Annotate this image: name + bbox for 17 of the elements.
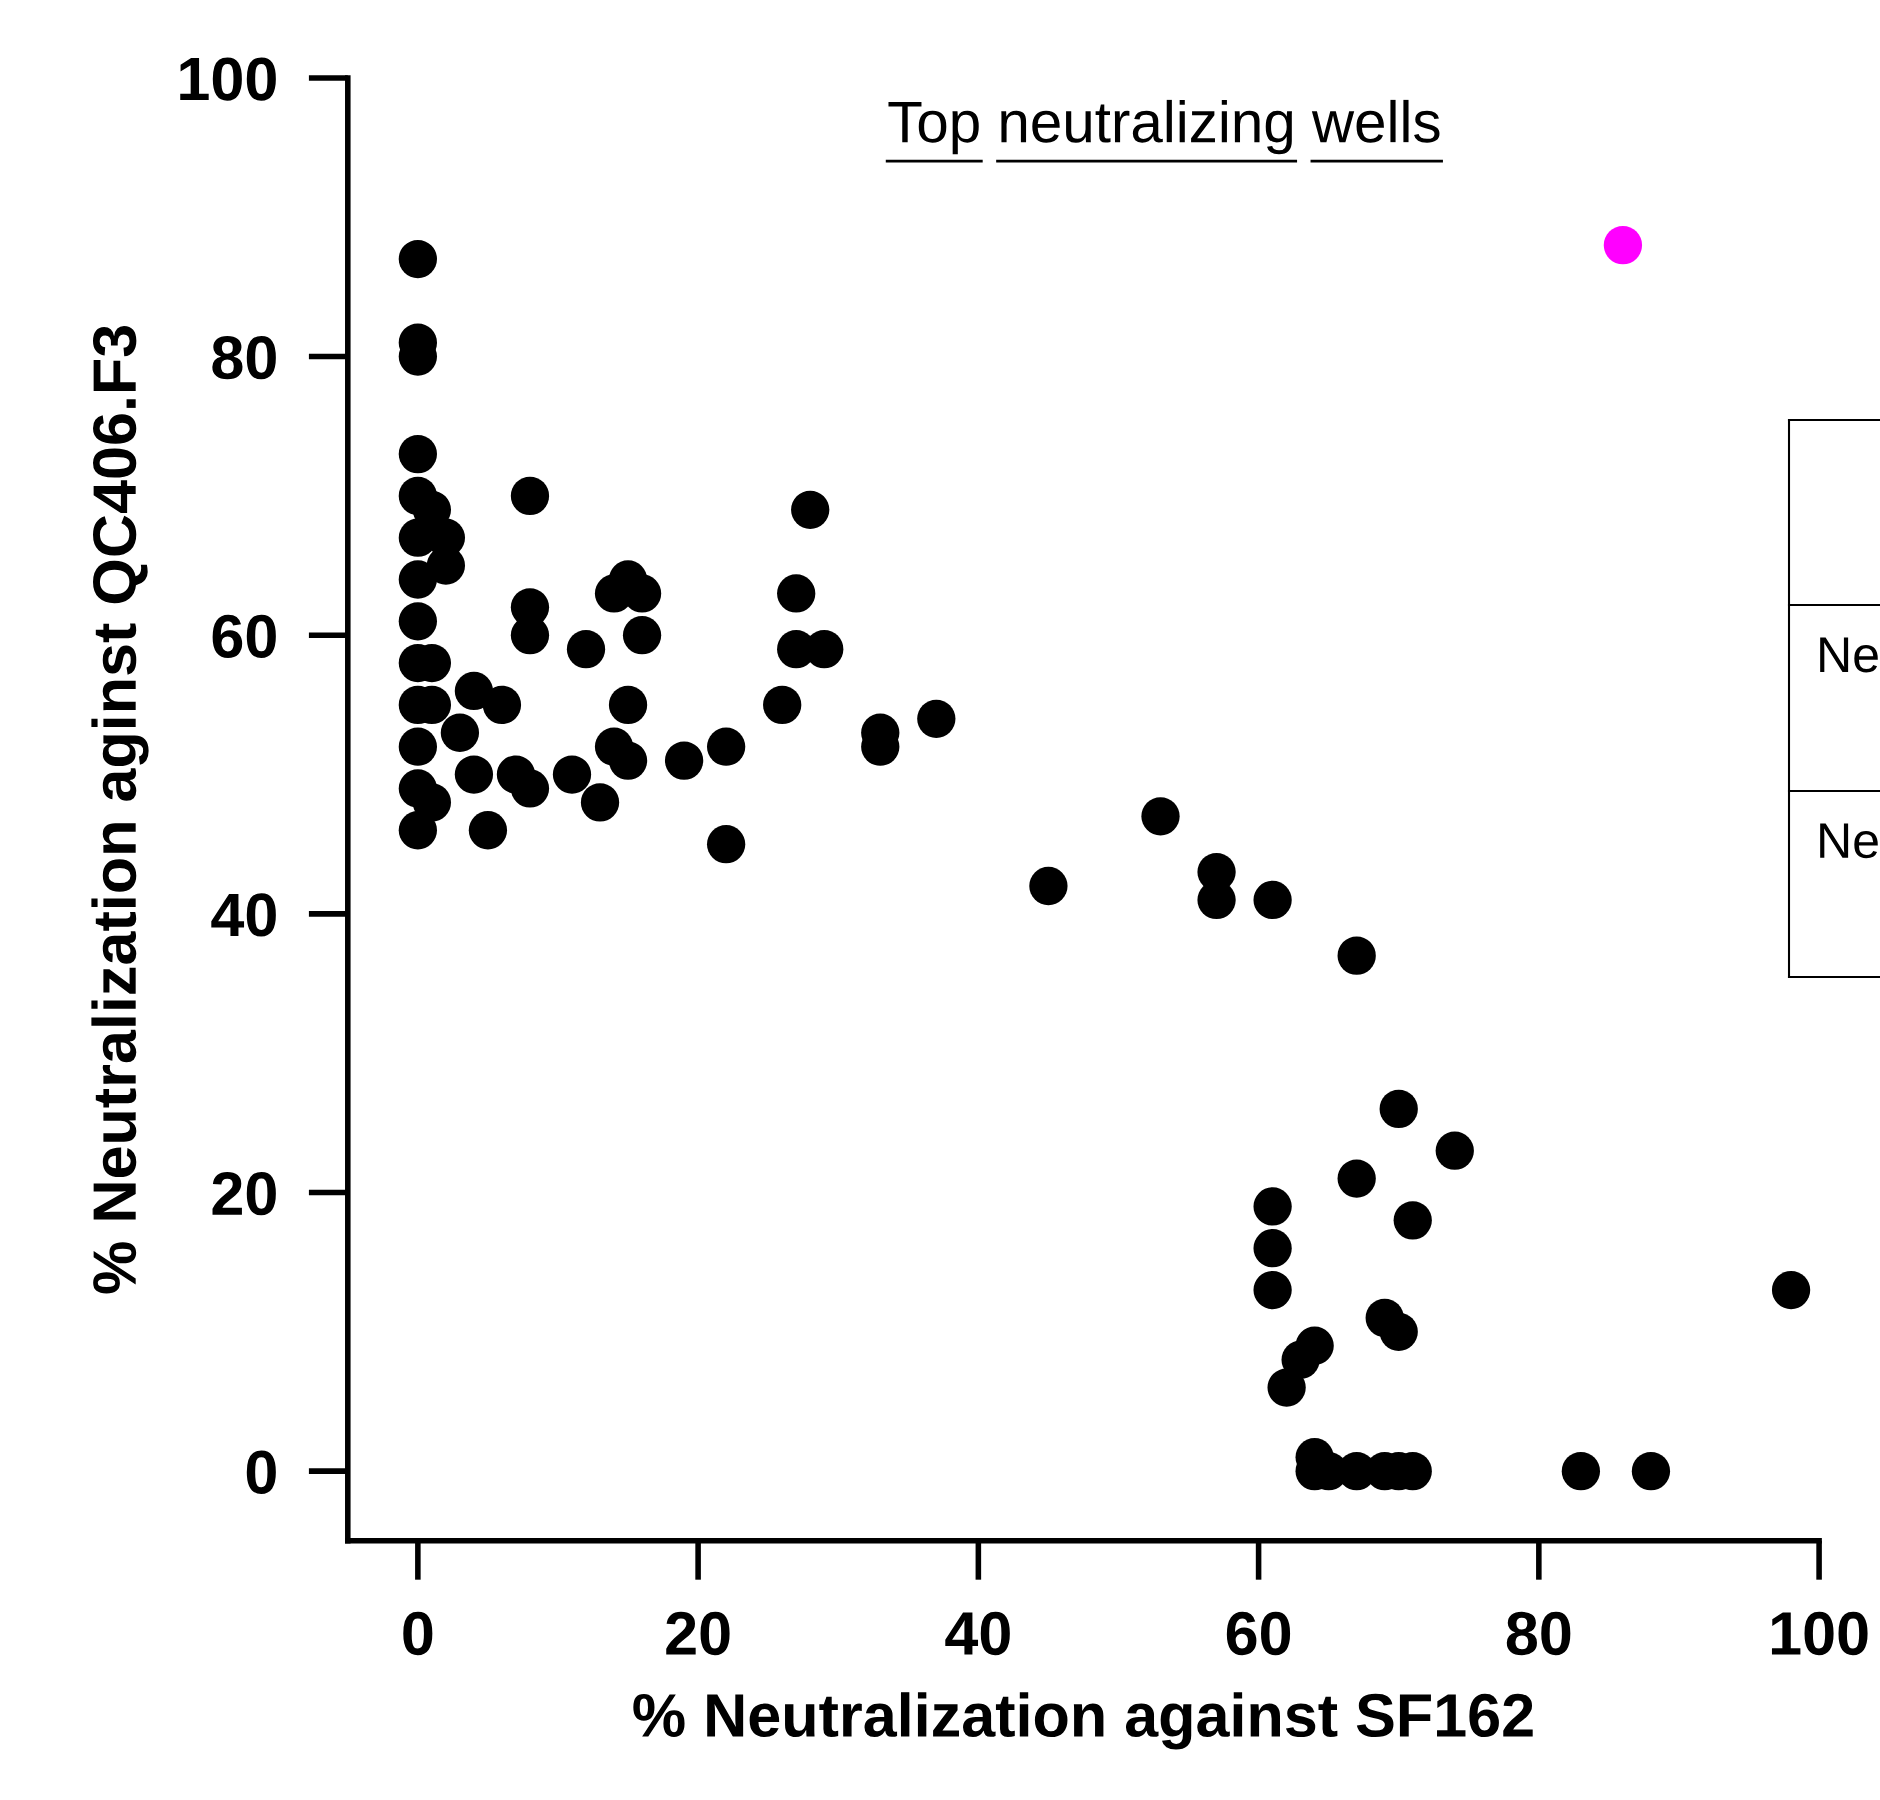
- text: Ne: [1820, 823, 1878, 859]
- x-tick-label: 60: [1226, 1611, 1291, 1656]
- chart-title: Top neutralizing wells: [888, 99, 1440, 155]
- y-tick-label: 60: [212, 614, 276, 658]
- y-tick-label: 20: [212, 1171, 276, 1216]
- y-tick-label: 0: [246, 1450, 276, 1494]
- text: Ne: [1820, 637, 1878, 673]
- x-tick-label: 40: [945, 1611, 1010, 1656]
- y-axis-title: % Neutralization aginst QC406.F3: [91, 325, 149, 1294]
- x-axis-title: % Neutralization against SF162: [633, 1692, 1533, 1750]
- y-tick-label: 40: [211, 893, 276, 937]
- x-tick-label: 80: [1506, 1611, 1571, 1656]
- x-tick-label: 20: [666, 1611, 730, 1656]
- y-tick-label: 100: [180, 57, 276, 101]
- x-tick-label: 0: [403, 1611, 433, 1656]
- x-tick-label: 100: [1771, 1611, 1868, 1656]
- y-tick-label: 80: [212, 336, 276, 380]
